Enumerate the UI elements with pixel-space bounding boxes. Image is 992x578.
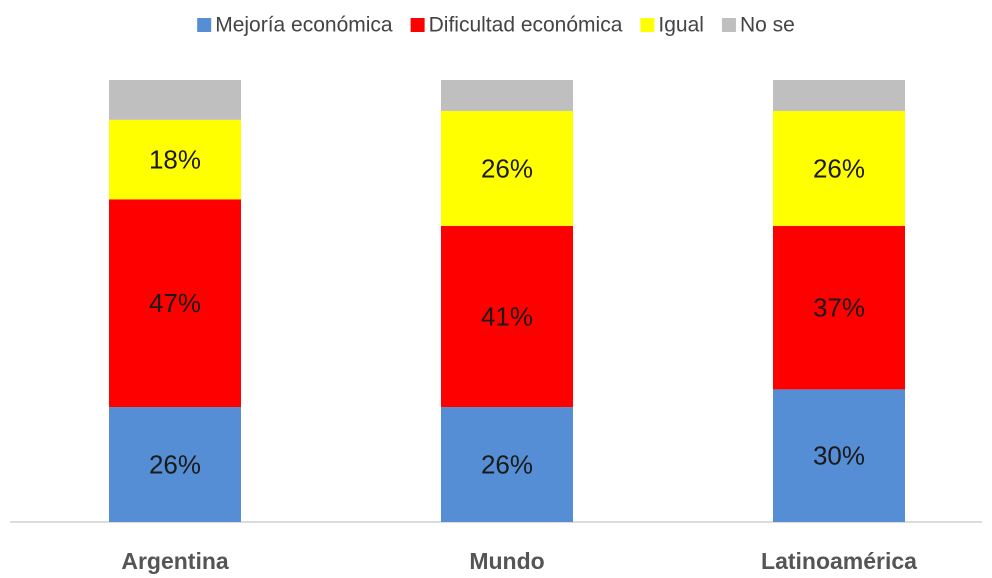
value-label: 18%	[149, 144, 201, 174]
value-label: 37%	[813, 293, 865, 323]
x-tick-label: Latinoamérica	[761, 548, 917, 574]
legend-swatch	[721, 18, 736, 32]
bar-segment	[773, 80, 905, 111]
value-label: 26%	[481, 153, 533, 183]
value-label: 41%	[481, 301, 533, 331]
bar-segment	[109, 199, 241, 408]
legend: Mejoría económica Dificultad económica Igu…	[197, 14, 795, 37]
bar-segment	[773, 110, 905, 226]
bar-segment	[441, 407, 573, 522]
value-label: 26%	[481, 449, 533, 479]
legend-swatch	[410, 18, 425, 32]
legend-swatch	[197, 18, 212, 32]
legend-label: Mejoría económica	[215, 14, 393, 37]
value-label: 26%	[149, 449, 201, 479]
bar-segment	[109, 407, 241, 522]
value-label: 30%	[813, 441, 865, 471]
bar-segment	[773, 225, 905, 390]
bar-segment	[441, 80, 573, 111]
value-label: 26%	[813, 153, 865, 183]
x-tick-label: Mundo	[469, 548, 544, 574]
bar-segment	[441, 110, 573, 226]
legend-label: Igual	[658, 14, 704, 37]
bar-segment	[109, 119, 241, 200]
bar-segment	[441, 225, 573, 408]
bar-segment	[109, 80, 241, 120]
legend-swatch	[640, 18, 655, 32]
legend-label: Dificultad económica	[429, 14, 623, 37]
x-tick-label: Argentina	[121, 548, 229, 574]
value-label: 47%	[149, 288, 201, 318]
legend-label: No se	[740, 14, 795, 37]
bar-segment	[773, 389, 905, 522]
